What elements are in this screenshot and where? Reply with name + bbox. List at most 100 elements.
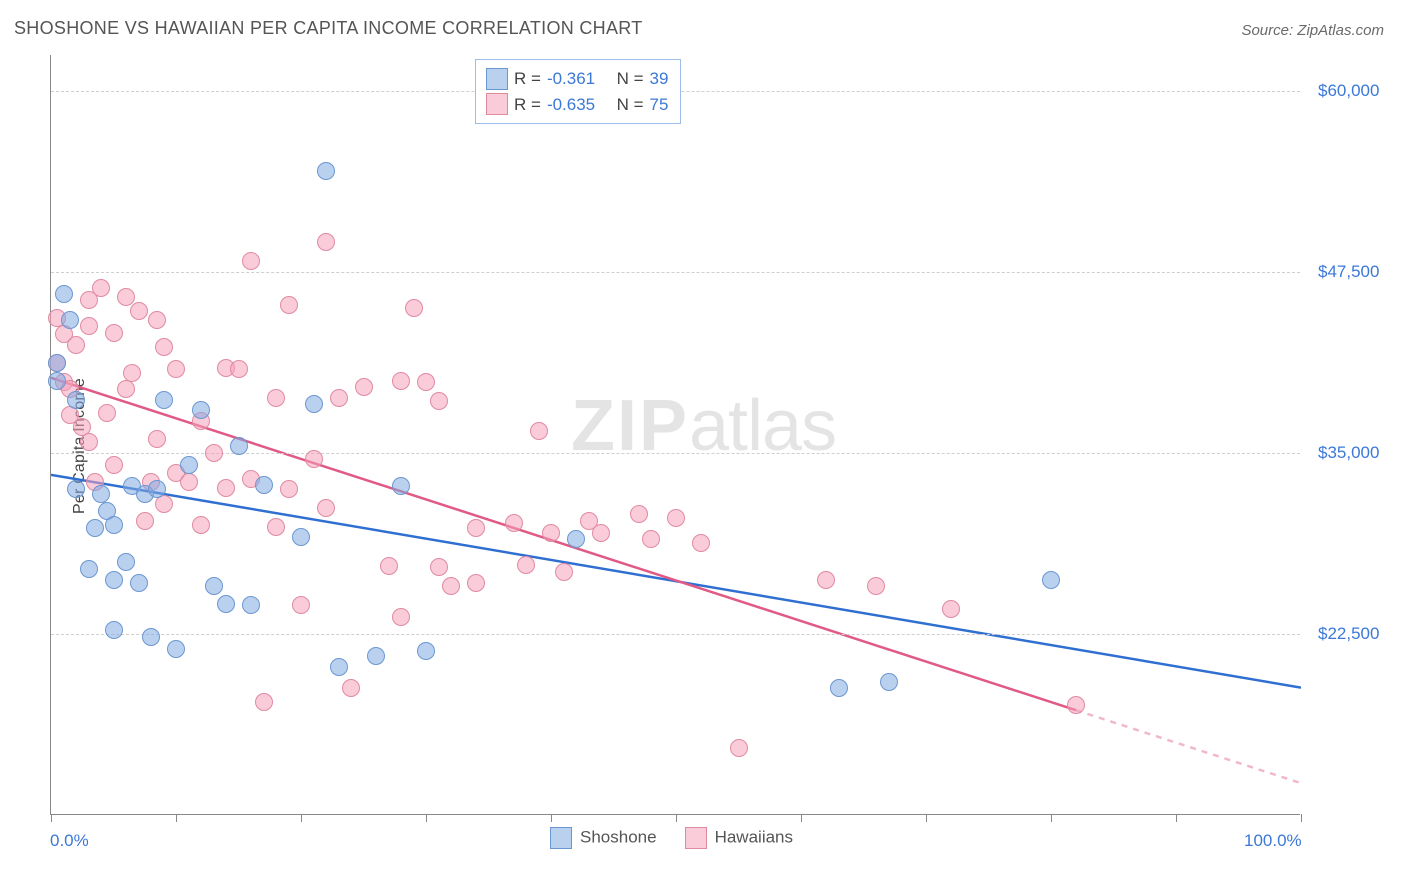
plot-area: ZIPatlas: [50, 55, 1300, 815]
chart-container: SHOSHONE VS HAWAIIAN PER CAPITA INCOME C…: [0, 0, 1406, 892]
data-point-hawaiians: [592, 524, 610, 542]
data-point-shoshone: [417, 642, 435, 660]
data-point-hawaiians: [692, 534, 710, 552]
data-point-hawaiians: [330, 389, 348, 407]
data-point-shoshone: [86, 519, 104, 537]
data-point-hawaiians: [267, 518, 285, 536]
data-point-hawaiians: [255, 693, 273, 711]
legend-swatch-hawaiians: [685, 827, 707, 849]
x-tick: [1051, 814, 1052, 822]
x-tick: [426, 814, 427, 822]
data-point-hawaiians: [136, 512, 154, 530]
data-point-shoshone: [130, 574, 148, 592]
data-point-hawaiians: [267, 389, 285, 407]
y-tick-label: $22,500: [1318, 624, 1379, 644]
data-point-hawaiians: [230, 360, 248, 378]
trendline-shoshone: [51, 475, 1301, 688]
legend-series-item: Shoshone: [550, 827, 657, 849]
legend-series-item: Hawaiians: [685, 827, 793, 849]
watermark: ZIPatlas: [571, 385, 836, 467]
data-point-hawaiians: [1067, 696, 1085, 714]
data-point-shoshone: [230, 437, 248, 455]
data-point-hawaiians: [630, 505, 648, 523]
data-point-shoshone: [148, 480, 166, 498]
data-point-hawaiians: [555, 563, 573, 581]
data-point-shoshone: [242, 596, 260, 614]
data-point-shoshone: [392, 477, 410, 495]
data-point-hawaiians: [167, 360, 185, 378]
data-point-shoshone: [48, 354, 66, 372]
data-point-shoshone: [305, 395, 323, 413]
data-point-hawaiians: [430, 558, 448, 576]
data-point-hawaiians: [342, 679, 360, 697]
data-point-shoshone: [367, 647, 385, 665]
data-point-hawaiians: [505, 514, 523, 532]
y-tick-label: $60,000: [1318, 81, 1379, 101]
data-point-shoshone: [880, 673, 898, 691]
legend-correlation-row: R = -0.635 N = 75: [486, 92, 668, 118]
x-tick: [551, 814, 552, 822]
data-point-shoshone: [105, 571, 123, 589]
data-point-shoshone: [255, 476, 273, 494]
data-point-shoshone: [105, 621, 123, 639]
trendline-hawaiians-extrapolated: [1076, 710, 1301, 783]
data-point-hawaiians: [280, 480, 298, 498]
data-point-hawaiians: [217, 479, 235, 497]
x-tick: [176, 814, 177, 822]
data-point-hawaiians: [148, 430, 166, 448]
data-point-hawaiians: [67, 336, 85, 354]
data-point-shoshone: [1042, 571, 1060, 589]
data-point-shoshone: [117, 553, 135, 571]
data-point-shoshone: [330, 658, 348, 676]
y-tick-label: $35,000: [1318, 443, 1379, 463]
data-point-hawaiians: [242, 252, 260, 270]
data-point-shoshone: [317, 162, 335, 180]
legend-swatch-hawaiians: [486, 93, 508, 115]
data-point-hawaiians: [123, 364, 141, 382]
data-point-shoshone: [567, 530, 585, 548]
data-point-shoshone: [105, 516, 123, 534]
data-point-hawaiians: [355, 378, 373, 396]
data-point-hawaiians: [942, 600, 960, 618]
data-point-hawaiians: [205, 444, 223, 462]
data-point-hawaiians: [280, 296, 298, 314]
data-point-shoshone: [142, 628, 160, 646]
data-point-shoshone: [205, 577, 223, 595]
legend-swatch-shoshone: [486, 68, 508, 90]
x-tick: [801, 814, 802, 822]
data-point-hawaiians: [530, 422, 548, 440]
data-point-hawaiians: [442, 577, 460, 595]
x-tick: [51, 814, 52, 822]
data-point-hawaiians: [392, 372, 410, 390]
data-point-shoshone: [67, 391, 85, 409]
data-point-hawaiians: [80, 433, 98, 451]
data-point-hawaiians: [292, 596, 310, 614]
data-point-shoshone: [80, 560, 98, 578]
data-point-shoshone: [48, 372, 66, 390]
data-point-shoshone: [67, 480, 85, 498]
data-point-hawaiians: [730, 739, 748, 757]
legend-correlation: R = -0.361 N = 39 R = -0.635 N = 75: [475, 59, 681, 124]
x-tick: [926, 814, 927, 822]
legend-series-label: Shoshone: [580, 827, 657, 846]
legend-correlation-row: R = -0.361 N = 39: [486, 66, 668, 92]
x-tick: [1301, 814, 1302, 822]
data-point-shoshone: [155, 391, 173, 409]
data-point-hawaiians: [667, 509, 685, 527]
data-point-hawaiians: [117, 380, 135, 398]
data-point-hawaiians: [105, 456, 123, 474]
x-tick: [301, 814, 302, 822]
trend-lines-layer: [51, 55, 1301, 815]
data-point-hawaiians: [467, 519, 485, 537]
data-point-hawaiians: [417, 373, 435, 391]
x-tick-label-end: 100.0%: [1244, 831, 1302, 851]
data-point-hawaiians: [517, 556, 535, 574]
data-point-hawaiians: [305, 450, 323, 468]
source-attribution: Source: ZipAtlas.com: [1241, 22, 1384, 39]
data-point-hawaiians: [405, 299, 423, 317]
x-tick: [676, 814, 677, 822]
data-point-hawaiians: [192, 516, 210, 534]
x-tick-label-start: 0.0%: [50, 831, 89, 851]
data-point-hawaiians: [317, 233, 335, 251]
data-point-hawaiians: [92, 279, 110, 297]
